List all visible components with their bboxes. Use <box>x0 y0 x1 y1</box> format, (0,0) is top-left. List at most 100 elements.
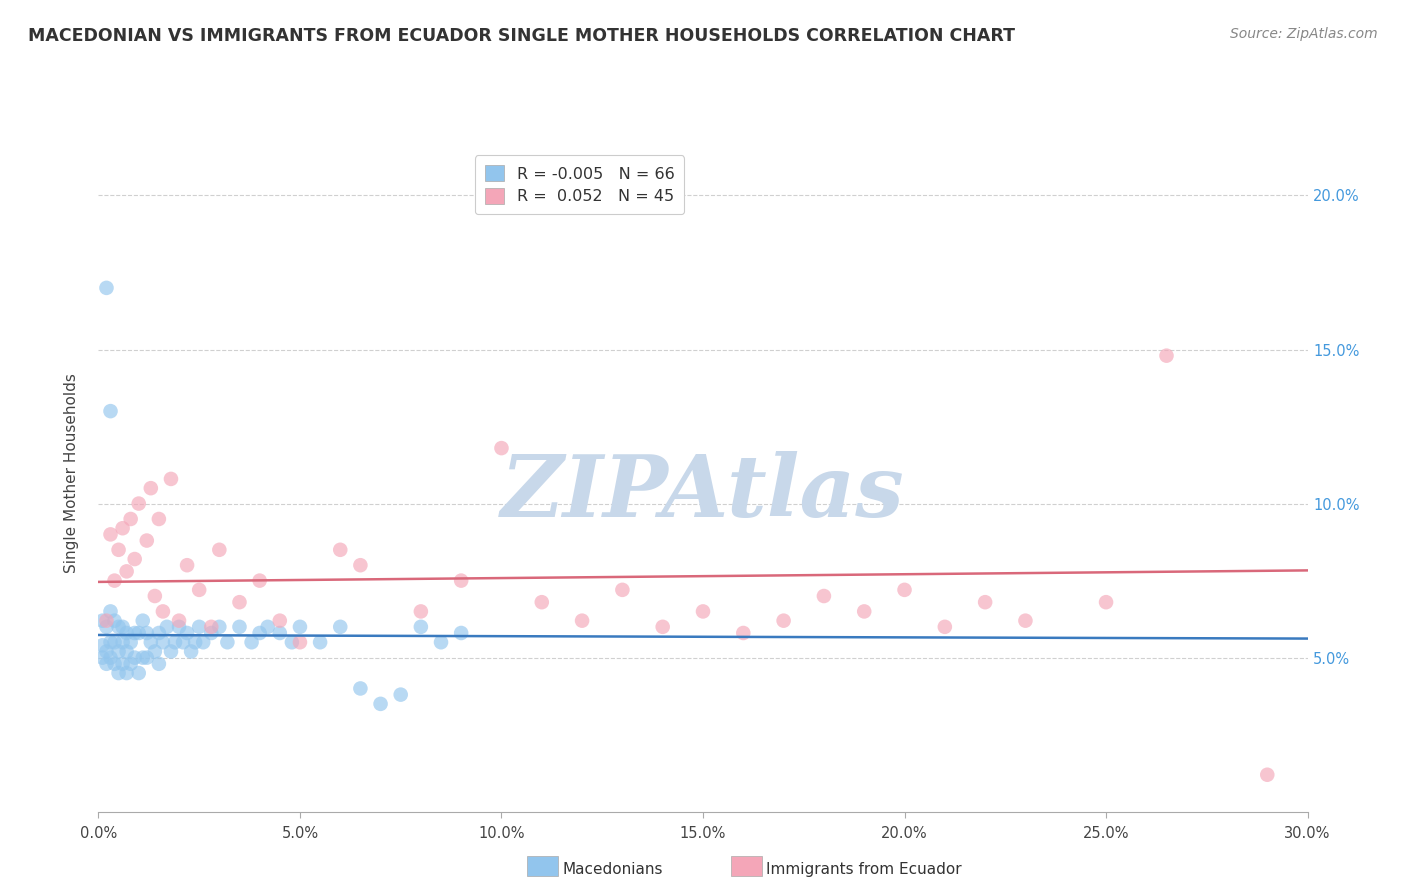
Point <box>188 620 211 634</box>
Point <box>208 542 231 557</box>
Point <box>100 604 122 618</box>
Point <box>370 697 392 711</box>
Point <box>651 620 673 634</box>
Text: Immigrants from Ecuador: Immigrants from Ecuador <box>766 863 962 877</box>
Point <box>107 542 129 557</box>
Point <box>91 650 114 665</box>
Point <box>1256 768 1278 782</box>
Point <box>288 620 311 634</box>
Point <box>103 614 125 628</box>
Legend: R = -0.005   N = 66, R =  0.052   N = 45: R = -0.005 N = 66, R = 0.052 N = 45 <box>475 155 685 214</box>
Point <box>853 604 876 618</box>
Point <box>163 635 186 649</box>
Point <box>450 626 472 640</box>
Point <box>256 620 278 634</box>
Point <box>281 635 304 649</box>
Point <box>111 657 134 671</box>
Point <box>160 472 183 486</box>
Point <box>91 638 114 652</box>
Point <box>1014 614 1036 628</box>
Point <box>160 644 183 658</box>
Point <box>240 635 263 649</box>
Point <box>128 497 150 511</box>
Point <box>409 604 432 618</box>
Point <box>148 512 170 526</box>
Text: Source: ZipAtlas.com: Source: ZipAtlas.com <box>1230 27 1378 41</box>
Point <box>96 614 118 628</box>
Point <box>111 635 134 649</box>
Point <box>934 620 956 634</box>
Text: ZIPAtlas: ZIPAtlas <box>501 451 905 535</box>
Point <box>103 574 125 588</box>
Point <box>389 688 412 702</box>
Point <box>120 657 142 671</box>
Point <box>188 582 211 597</box>
Point <box>193 635 215 649</box>
Point <box>107 666 129 681</box>
Text: MACEDONIAN VS IMMIGRANTS FROM ECUADOR SINGLE MOTHER HOUSEHOLDS CORRELATION CHART: MACEDONIAN VS IMMIGRANTS FROM ECUADOR SI… <box>28 27 1015 45</box>
Point <box>135 626 157 640</box>
Point <box>167 614 190 628</box>
Point <box>132 650 155 665</box>
Point <box>974 595 997 609</box>
Point <box>96 620 118 634</box>
Point <box>128 666 150 681</box>
Point <box>96 644 118 658</box>
Point <box>228 595 250 609</box>
Point <box>184 635 207 649</box>
Point <box>288 635 311 649</box>
Point <box>115 666 138 681</box>
Point <box>733 626 755 640</box>
Point <box>176 626 198 640</box>
Point <box>692 604 714 618</box>
Point <box>100 650 122 665</box>
Point <box>115 626 138 640</box>
Point <box>156 620 179 634</box>
Point <box>107 620 129 634</box>
Point <box>128 626 150 640</box>
Point <box>249 626 271 640</box>
Point <box>111 521 134 535</box>
Point <box>103 657 125 671</box>
Y-axis label: Single Mother Households: Single Mother Households <box>65 373 79 573</box>
Point <box>139 635 162 649</box>
Point <box>152 604 174 618</box>
Point <box>813 589 835 603</box>
Point <box>612 582 634 597</box>
Point <box>152 635 174 649</box>
Point <box>269 614 291 628</box>
Point <box>143 589 166 603</box>
Point <box>349 681 371 696</box>
Point <box>772 614 794 628</box>
Point <box>111 620 134 634</box>
Point <box>217 635 239 649</box>
Point <box>530 595 553 609</box>
Point <box>349 558 371 573</box>
Point <box>115 644 138 658</box>
Point <box>329 620 352 634</box>
Point <box>103 635 125 649</box>
Point <box>107 644 129 658</box>
Point <box>124 552 146 566</box>
Point <box>329 542 352 557</box>
Point <box>571 614 593 628</box>
Point <box>167 620 190 634</box>
Point <box>100 404 122 418</box>
Point <box>208 620 231 634</box>
Point <box>135 650 157 665</box>
Point <box>180 644 202 658</box>
Point <box>148 626 170 640</box>
Point <box>249 574 271 588</box>
Point <box>200 620 222 634</box>
Point <box>269 626 291 640</box>
Point <box>96 657 118 671</box>
Point <box>148 657 170 671</box>
Point <box>309 635 332 649</box>
Point <box>100 527 122 541</box>
Point <box>120 635 142 649</box>
Point <box>430 635 453 649</box>
Point <box>409 620 432 634</box>
Point <box>91 614 114 628</box>
Point <box>228 620 250 634</box>
Point <box>143 644 166 658</box>
